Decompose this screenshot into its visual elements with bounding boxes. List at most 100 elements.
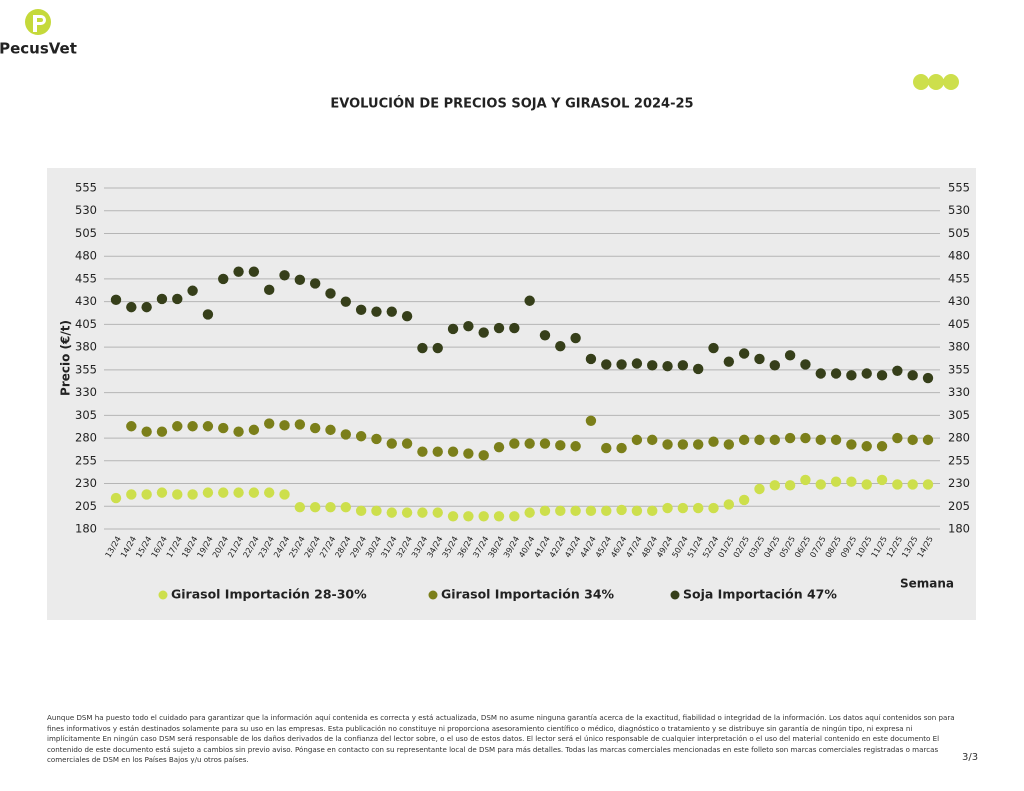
point [815,368,826,379]
chart-title: EVOLUCIÓN DE PRECIOS SOJA Y GIRASOL 2024… [330,96,693,112]
point [264,487,275,498]
y-tick-label: 430 [75,294,97,308]
point [800,359,811,370]
point [218,487,229,498]
point [800,474,811,486]
point [355,304,367,316]
point [126,489,137,500]
chart: PecusVet EVOLUCIÓN DE PRECIOS SOJA Y GIR… [0,9,976,620]
point [340,429,352,440]
point [846,476,857,487]
point [876,441,888,452]
point [309,278,321,289]
y-tick-label: 555 [75,181,97,195]
point [248,424,260,436]
point [187,285,198,296]
chart-panel [47,168,976,620]
y2-tick-label: 380 [948,340,970,354]
point [876,474,888,486]
point [417,342,428,354]
point [371,433,382,445]
point [509,511,520,522]
disclaimer: Aunque DSM ha puesto todo el cuidado par… [47,713,955,765]
point [371,505,382,517]
point [478,450,489,461]
point [692,502,704,514]
point [539,330,551,341]
point [340,501,352,513]
point [172,421,183,432]
point [647,434,658,446]
point [570,332,581,344]
point [172,489,183,500]
point [172,293,183,305]
point [692,439,704,450]
point [279,489,290,500]
point [493,441,505,453]
y-tick-label: 530 [75,203,97,217]
y-tick-label: 180 [75,522,97,536]
point [141,489,152,500]
point [248,487,260,498]
y2-tick-label: 505 [948,226,970,240]
point [110,294,122,306]
point [784,350,796,361]
legend-marker [670,590,680,600]
legend-label: Soja Importación 47% [683,587,837,602]
point [616,442,627,454]
point [509,322,520,334]
point [279,420,290,431]
y2-tick-label: 180 [948,522,970,536]
point [738,494,750,506]
point [248,266,260,277]
y-tick-label: 480 [75,249,97,263]
point [754,353,765,365]
point [723,356,735,367]
point [585,505,597,517]
y2-tick-label: 430 [948,294,970,308]
point [662,502,673,514]
point [524,507,535,518]
y2-tick-label: 455 [948,271,970,285]
legend-marker [428,590,438,600]
point [861,368,872,379]
y-tick-label: 255 [75,453,97,467]
legend-label: Girasol Importación 28-30% [171,587,367,602]
y2-tick-label: 480 [948,249,970,263]
point [601,359,612,370]
point [616,359,627,370]
point [830,434,842,446]
point [447,446,459,457]
point [447,511,459,522]
point [478,511,489,522]
point [524,438,535,449]
x-axis-title: Semana [900,577,954,591]
point [784,432,796,444]
point [294,419,306,430]
point [386,507,397,518]
point [907,479,918,490]
point [892,432,903,444]
point [463,321,474,332]
point [432,507,443,518]
y2-tick-label: 230 [948,476,970,490]
point [830,368,842,379]
point [585,415,597,426]
point [187,421,198,432]
point [815,479,826,490]
point [555,505,566,517]
point [294,274,306,286]
point [279,270,290,281]
y2-tick-label: 355 [948,362,970,376]
point [509,438,520,449]
point [110,492,122,504]
point [922,372,934,384]
point [218,422,229,434]
y2-tick-label: 255 [948,453,970,467]
point [631,434,643,446]
point [294,501,306,513]
point [233,487,244,498]
point [570,505,581,517]
point [769,434,780,446]
